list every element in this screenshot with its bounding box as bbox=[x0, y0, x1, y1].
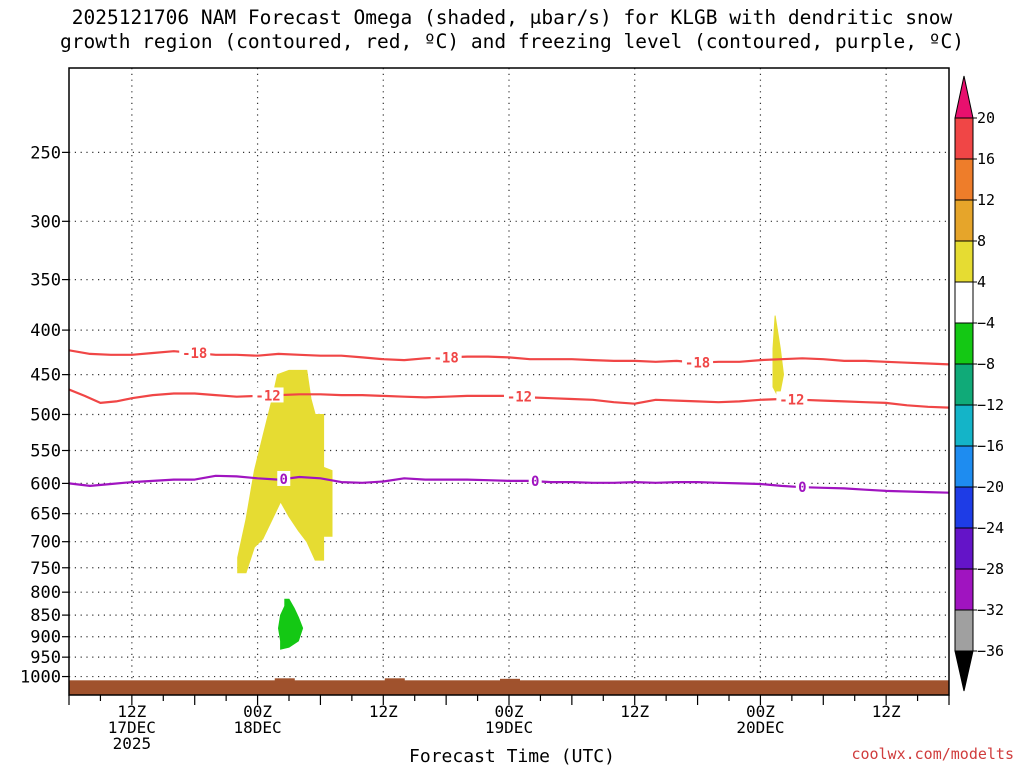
temperature-contours: -18 -18 -18 -12 -12 -12 0 0 0 bbox=[69, 345, 949, 496]
contour-label-0-2: 0 bbox=[798, 480, 806, 496]
title-line-1: 2025121706 NAM Forecast Omega (shaded, μ… bbox=[71, 6, 953, 29]
xtick-label-6-0: 12Z bbox=[117, 702, 146, 721]
colorbar-top-arrow bbox=[954, 75, 974, 119]
contour-label-bg--12-2 bbox=[776, 391, 808, 407]
contour-label--12-1: -12 bbox=[507, 390, 532, 406]
xtick-label-30-0: 12Z bbox=[369, 702, 398, 721]
colorbar-band-5 bbox=[954, 322, 974, 365]
xtick-label-6-2: 2025 bbox=[113, 734, 152, 753]
colorbar-band-3 bbox=[954, 240, 974, 283]
contour-label-bg--18-1 bbox=[430, 349, 462, 365]
xtick-label-78-0: 12Z bbox=[872, 702, 901, 721]
contour-label-bg--12-1 bbox=[503, 388, 535, 404]
contour-label-bg-0-2 bbox=[795, 479, 809, 495]
ytick-label-650: 650 bbox=[30, 505, 61, 525]
chart-title: 2025121706 NAM Forecast Omega (shaded, μ… bbox=[0, 6, 1024, 54]
contour-label-bg--18-2 bbox=[682, 354, 714, 370]
contour-label-bg--18-0 bbox=[179, 345, 211, 361]
xtick-label-54-0: 12Z bbox=[620, 702, 649, 721]
grid bbox=[69, 68, 949, 695]
contour-label--18-2: -18 bbox=[685, 356, 710, 372]
contour-label--18-0: -18 bbox=[182, 346, 207, 362]
surface-bump-2 bbox=[500, 678, 520, 682]
ytick-label-900: 900 bbox=[30, 628, 61, 648]
x-axis-label: Forecast Time (UTC) bbox=[409, 746, 615, 767]
colorbar-label-11: −28 bbox=[977, 560, 1004, 578]
colorbar-label-7: −12 bbox=[977, 396, 1004, 414]
contour-label--12-0: -12 bbox=[255, 388, 280, 404]
xtick-label-66-0: 00Z bbox=[746, 702, 775, 721]
colorbar-band-1 bbox=[954, 158, 974, 201]
surface-band bbox=[69, 680, 949, 695]
xtick-label-18-1: 18DEC bbox=[233, 718, 281, 737]
ytick-label-450: 450 bbox=[30, 366, 61, 386]
colorbar-band-7 bbox=[954, 404, 974, 447]
colorbar-band-4 bbox=[954, 281, 974, 324]
contour-label--12-2: -12 bbox=[779, 392, 804, 408]
pressure-axis: 2503003504004505005506006507007508008509… bbox=[20, 143, 69, 688]
ytick-label-600: 600 bbox=[30, 474, 61, 494]
ytick-label-850: 850 bbox=[30, 606, 61, 626]
credit-link[interactable]: coolwx.com/modelts bbox=[851, 745, 1014, 763]
xtick-label-42-0: 00Z bbox=[495, 702, 524, 721]
xtick-label-18-0: 00Z bbox=[243, 702, 272, 721]
colorbar-band-6 bbox=[954, 363, 974, 406]
omega-region-3 bbox=[772, 315, 785, 397]
contour-label-bg--12-0 bbox=[252, 387, 284, 403]
ytick-label-500: 500 bbox=[30, 405, 61, 425]
contour-label-0-0: 0 bbox=[280, 472, 288, 488]
colorbar-label-12: −32 bbox=[977, 601, 1004, 619]
contour-0 bbox=[69, 474, 949, 494]
colorbar-label-3: 8 bbox=[977, 232, 986, 250]
colorbar-band-12 bbox=[954, 609, 974, 652]
colorbar-label-13: −36 bbox=[977, 642, 1004, 660]
colorbar: 20 16 12 8 4 −4 −8 −12 −16 −20 −24 −28 −32 −36 bbox=[954, 75, 1004, 692]
surface-bump-0 bbox=[274, 678, 295, 682]
ytick-label-350: 350 bbox=[30, 271, 61, 291]
colorbar-label-10: −24 bbox=[977, 519, 1004, 537]
contour-label-bg-0-1 bbox=[528, 473, 542, 489]
contour-label--18-1: -18 bbox=[433, 350, 458, 366]
contour--18 bbox=[69, 349, 949, 366]
colorbar-band-9 bbox=[954, 486, 974, 529]
colorbar-label-4: 4 bbox=[977, 273, 986, 291]
ytick-label-750: 750 bbox=[30, 559, 61, 579]
colorbar-label-2: 12 bbox=[977, 191, 995, 209]
ytick-label-300: 300 bbox=[30, 212, 61, 232]
colorbar-band-0 bbox=[954, 117, 974, 160]
ytick-label-950: 950 bbox=[30, 648, 61, 668]
colorbar-label-5: −4 bbox=[977, 314, 995, 332]
ytick-label-400: 400 bbox=[30, 321, 61, 341]
xtick-label-42-1: 19DEC bbox=[485, 718, 533, 737]
contour-label-0-1: 0 bbox=[531, 474, 539, 490]
ytick-label-250: 250 bbox=[30, 143, 61, 163]
ytick-label-1000: 1000 bbox=[20, 668, 61, 688]
colorbar-label-9: −20 bbox=[977, 478, 1004, 496]
colorbar-label-8: −16 bbox=[977, 437, 1004, 455]
colorbar-label-6: −8 bbox=[977, 355, 995, 373]
colorbar-label-1: 16 bbox=[977, 150, 995, 168]
colorbar-band-8 bbox=[954, 445, 974, 488]
xtick-label-66-1: 20DEC bbox=[736, 718, 784, 737]
ytick-label-800: 800 bbox=[30, 583, 61, 603]
terrain-surface bbox=[69, 678, 949, 695]
omega-region-2 bbox=[277, 598, 304, 650]
ytick-label-550: 550 bbox=[30, 442, 61, 462]
colorbar-band-10 bbox=[954, 527, 974, 570]
colorbar-label-0: 20 bbox=[977, 109, 995, 127]
colorbar-band-11 bbox=[954, 568, 974, 611]
xtick-label-6-1: 17DEC bbox=[108, 718, 156, 737]
title-line-2: growth region (contoured, red, ºC) and f… bbox=[60, 30, 964, 53]
colorbar-bottom-arrow bbox=[954, 650, 974, 692]
colorbar-band-2 bbox=[954, 199, 974, 242]
surface-bump-1 bbox=[384, 678, 405, 682]
ytick-label-700: 700 bbox=[30, 533, 61, 553]
contour-label-bg-0-0 bbox=[277, 470, 291, 486]
